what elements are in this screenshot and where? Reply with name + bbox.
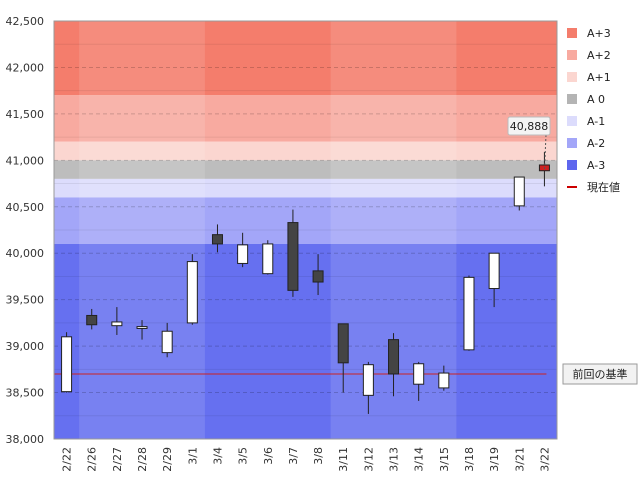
zone-a3 (54, 21, 557, 96)
candle-body (312, 270, 324, 283)
y-tick-label: 41,000 (6, 154, 45, 167)
shading-band-1 (79, 21, 205, 439)
candle-body (463, 276, 475, 351)
zone-a2 (54, 197, 557, 244)
y-tick-label: 41,500 (6, 108, 45, 121)
legend-swatch (567, 72, 577, 82)
x-tick-label: 2/22 (61, 447, 74, 472)
candle-body (211, 234, 223, 245)
x-tick-label: 2/28 (136, 447, 149, 472)
grid-lines (53, 20, 558, 440)
legend-swatch (567, 138, 577, 148)
legend-swatch (567, 116, 577, 126)
zone-a1 (54, 178, 557, 198)
x-tick-label: 3/13 (388, 447, 401, 472)
callout-value: 40,888 (510, 120, 549, 133)
candle-body (413, 363, 425, 385)
x-tick-label: 3/14 (413, 447, 426, 472)
candle-body (136, 326, 148, 329)
legend-swatch (567, 160, 577, 170)
x-tick-label: 3/4 (211, 447, 224, 465)
legend-swatch (567, 50, 577, 60)
callout-leader (543, 134, 547, 171)
legend-swatch (567, 28, 577, 38)
x-tick-label: 2/26 (86, 447, 99, 472)
x-tick-label: 3/21 (513, 447, 526, 472)
legend-label: A-1 (587, 115, 605, 128)
candle-body (262, 243, 274, 275)
zone-a1 (54, 141, 557, 161)
plot-border (53, 20, 558, 440)
x-tick-label: 3/8 (312, 447, 325, 465)
x-tick-label: 3/12 (362, 447, 375, 472)
y-tick-label: 42,500 (6, 15, 45, 28)
candle-body (513, 176, 525, 207)
x-tick-label: 3/15 (438, 447, 451, 472)
y-axis: 38,000 38,500 39,000 39,500 40,000 40,500 41,0… (6, 15, 45, 446)
y-tick-label: 39,000 (6, 340, 45, 353)
legend-label: 現在値 (587, 181, 620, 194)
y-tick-label: 42,000 (6, 61, 45, 74)
callout-box (507, 116, 551, 136)
x-tick-label: 2/27 (111, 447, 124, 472)
candle-body (337, 323, 349, 364)
candle-body (186, 261, 198, 324)
candle-body (287, 222, 299, 291)
current-value-callout: 40,888 (507, 116, 551, 171)
candle-body (237, 244, 249, 264)
x-tick-label: 3/22 (538, 447, 551, 472)
x-tick-label: 3/11 (337, 447, 350, 472)
legend-label: A-2 (587, 137, 605, 150)
x-tick-label: 3/19 (488, 447, 501, 472)
x-tick-label: 3/7 (287, 447, 300, 465)
candle-body (438, 372, 450, 389)
x-tick-label: 3/5 (237, 447, 250, 465)
legend-swatch (567, 94, 577, 104)
y-tick-label: 38,000 (6, 433, 45, 446)
y-tick-label: 40,000 (6, 247, 45, 260)
legend-label: A 0 (587, 93, 605, 106)
candle-body (388, 339, 400, 375)
candle-body (86, 314, 98, 326)
y-tick-label: 40,500 (6, 201, 45, 214)
candle-body (61, 336, 73, 393)
y-tick-label: 39,500 (6, 294, 45, 307)
legend-label: A+1 (587, 71, 611, 84)
candle-body (161, 330, 173, 354)
legend: A+3 A+2 A+1 A 0 A-1 A-2 A-3 現在値 (567, 27, 620, 194)
zone-a2 (54, 95, 557, 142)
zone-a0 (54, 160, 557, 179)
x-axis: 2/22 2/26 2/27 2/28 2/29 3/1 3/4 3/5 3/6 3/7 3/8 3/… (61, 447, 552, 472)
y-tick-label: 38,500 (6, 387, 45, 400)
x-tick-label: 2/29 (161, 447, 174, 472)
legend-label: A+2 (587, 49, 611, 62)
x-tick-label: 3/1 (186, 447, 199, 465)
candle-body (362, 364, 374, 396)
reference-label-box: 前回の基準 (562, 363, 638, 385)
legend-label: A-3 (587, 159, 605, 172)
candles (61, 151, 550, 414)
candle-body (111, 321, 123, 327)
candle-body (488, 252, 500, 290)
reference-label-frame (562, 363, 638, 385)
reference-label: 前回の基準 (573, 367, 628, 381)
x-tick-label: 3/18 (463, 447, 476, 472)
legend-label: A+3 (587, 27, 611, 40)
x-tick-label: 3/6 (262, 447, 275, 465)
